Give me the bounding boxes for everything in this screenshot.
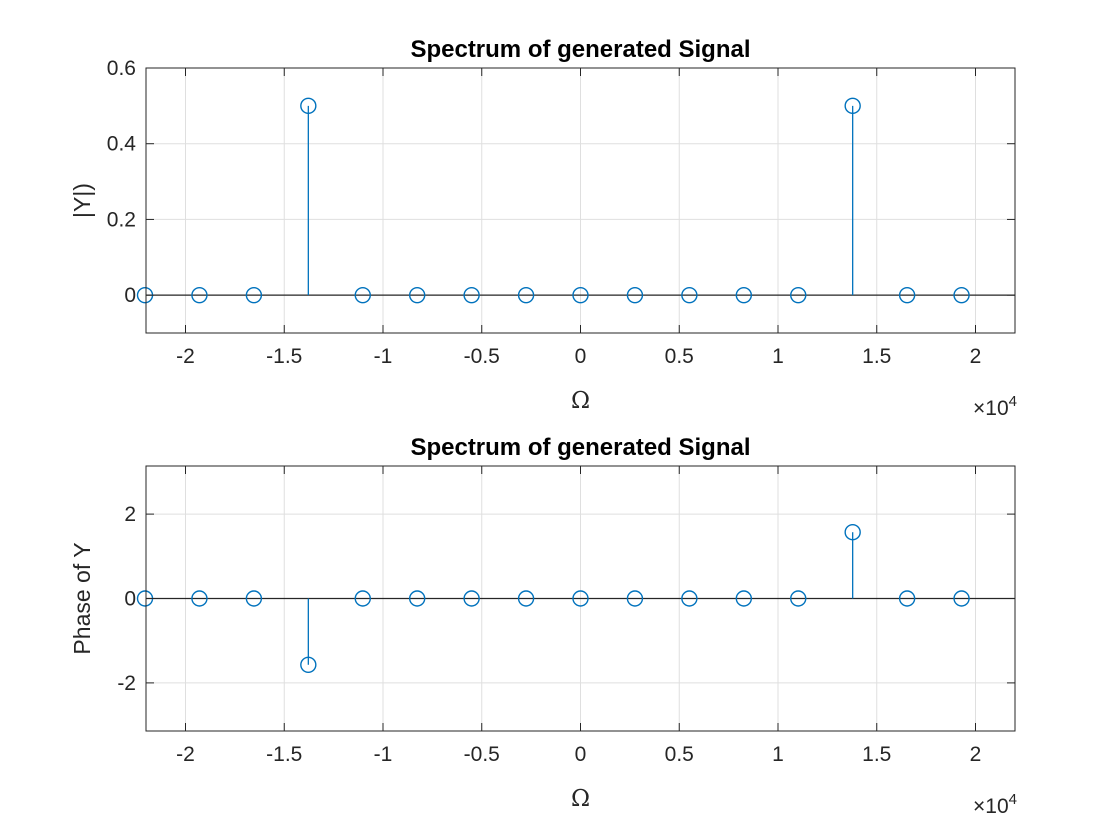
stem-marker <box>953 286 970 304</box>
stem-marker <box>953 590 970 607</box>
stem-marker <box>354 590 371 607</box>
x-tick-label: -1.5 <box>266 743 302 766</box>
x-tick-label: 1.5 <box>862 743 891 766</box>
y-axis-label: Phase of Y <box>69 542 95 654</box>
x-tick-label: -1 <box>374 743 393 766</box>
y-tick-label: 0 <box>124 588 136 611</box>
x-tick-label: -0.5 <box>464 743 500 766</box>
stem-marker <box>626 590 644 607</box>
stem-marker <box>517 286 535 304</box>
x-multiplier-base: 10 <box>985 397 1008 420</box>
stem-marker <box>517 590 535 607</box>
stem-marker <box>191 286 208 304</box>
stem-marker <box>354 286 371 304</box>
y-tick-label: 0.6 <box>107 57 136 80</box>
x-multiplier: ×104 <box>973 393 1017 420</box>
stem-marker <box>191 590 208 607</box>
x-tick-label: 2 <box>970 345 982 368</box>
x-multiplier-exponent: 4 <box>1009 791 1017 808</box>
stem-marker <box>898 590 916 607</box>
stem-marker <box>790 286 807 304</box>
subplot-1: -2 -1.5 -1 -0.5 0 0.5 1 1.5 2 0 0.2 0.4 0.6 Spectrum … <box>69 36 1017 420</box>
stem-marker <box>681 286 698 304</box>
y-axis-label: |Y|) <box>69 183 95 218</box>
stem-marker <box>572 590 589 607</box>
chart-title: Spectrum of generated Signal <box>410 434 750 461</box>
x-multiplier: ×104 <box>973 791 1017 818</box>
stem-marker <box>300 656 317 673</box>
stem-marker <box>245 286 263 304</box>
x-tick-label: 0 <box>575 345 587 368</box>
y-tick-label: 0.2 <box>107 208 136 231</box>
y-tick-label: 0 <box>124 284 136 307</box>
x-multiplier-times: × <box>973 795 985 818</box>
stem-marker <box>245 590 263 607</box>
stem-marker <box>463 286 480 304</box>
x-tick-label: 1 <box>772 345 784 368</box>
stem-marker <box>790 590 807 607</box>
stem-marker <box>898 286 916 304</box>
x-axis-label: Ω <box>571 786 590 812</box>
x-tick-label: 0 <box>575 743 587 766</box>
y-tick-label: 0.4 <box>107 133 137 156</box>
x-axis-label: Ω <box>571 388 590 414</box>
x-tick-label: 2 <box>970 743 982 766</box>
x-tick-label: 0.5 <box>665 743 694 766</box>
x-tick-label: 1.5 <box>862 345 891 368</box>
stem-marker <box>844 97 861 115</box>
x-tick-label: -2 <box>176 345 195 368</box>
x-tick-label: -1.5 <box>266 345 302 368</box>
subplot-2: -2 -1.5 -1 -0.5 0 0.5 1 1.5 2 -2 0 2 Spectrum of gen… <box>69 434 1017 818</box>
x-multiplier-exponent: 4 <box>1009 393 1017 410</box>
stem-marker <box>300 97 317 115</box>
y-tick-label: 2 <box>124 503 136 526</box>
x-multiplier-base: 10 <box>985 795 1008 818</box>
x-tick-label: -1 <box>374 345 393 368</box>
stem-marker <box>626 286 644 304</box>
stem-marker <box>681 590 698 607</box>
stem-marker <box>408 286 426 304</box>
chart-title: Spectrum of generated Signal <box>410 36 750 63</box>
x-tick-label: 1 <box>772 743 784 766</box>
stem-marker <box>735 590 753 607</box>
x-tick-label: -0.5 <box>464 345 500 368</box>
stem-marker <box>408 590 426 607</box>
x-multiplier-times: × <box>973 397 985 420</box>
stem-marker <box>735 286 753 304</box>
stem-marker <box>572 286 589 304</box>
x-tick-label: -2 <box>176 743 195 766</box>
stem-marker <box>844 524 861 541</box>
x-tick-label: 0.5 <box>665 345 694 368</box>
y-tick-label: -2 <box>117 672 136 695</box>
stem-marker <box>463 590 480 607</box>
